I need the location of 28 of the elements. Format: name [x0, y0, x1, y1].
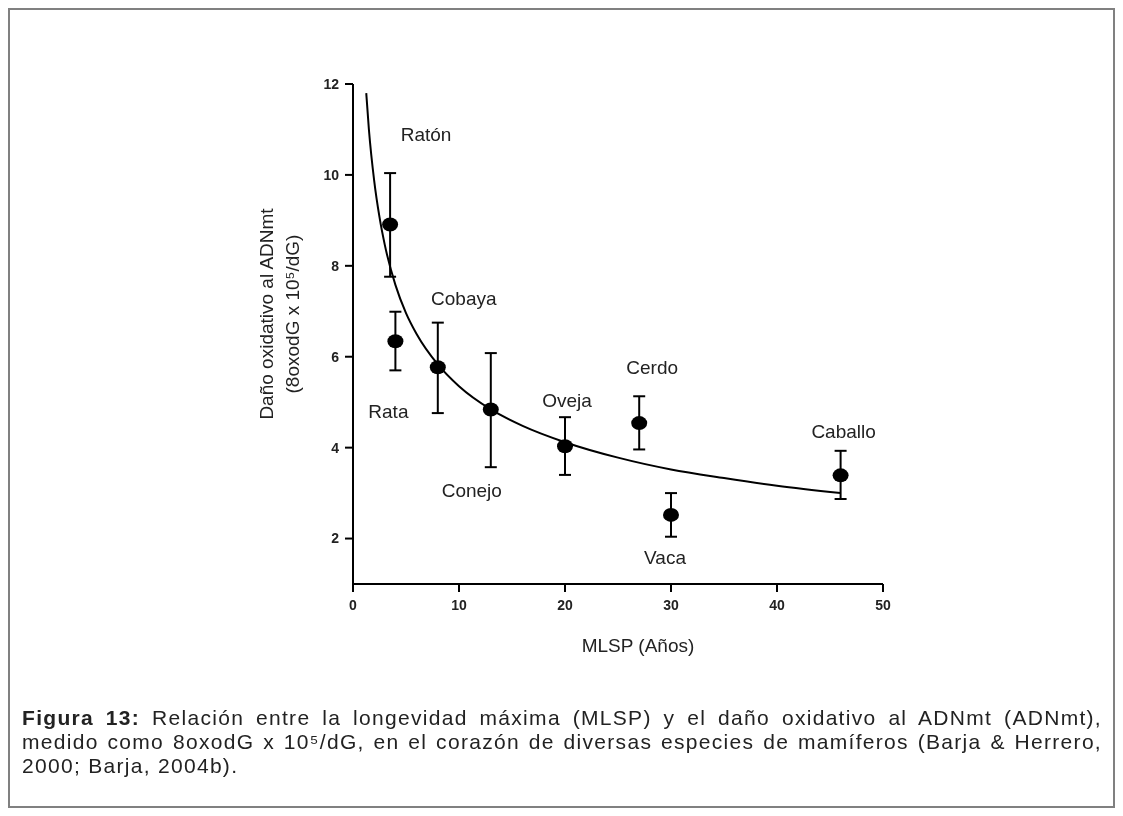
x-axis-title: MLSP (Años)	[581, 635, 695, 656]
annotation: Rata	[368, 400, 409, 422]
y-axis-title: Daño oxidativo al ADNmt (8oxodG x 10⁵/dG)	[256, 207, 303, 420]
annotation: Cobaya	[431, 287, 497, 309]
annotation: Ratón	[400, 124, 452, 146]
x-tick-label: 0	[349, 597, 358, 613]
annotation: Conejo	[441, 480, 502, 502]
y-tick-label: 8	[331, 257, 340, 274]
y-tick-label: 10	[323, 166, 340, 183]
point	[631, 416, 648, 431]
annotation: Cerdo	[626, 356, 679, 378]
y-tick-label: 6	[331, 348, 340, 365]
y-tick-label: 2	[331, 530, 340, 547]
x-tick-label: 20	[557, 597, 573, 613]
x-tick-label: 10	[451, 597, 467, 613]
x-tick-label: 40	[769, 597, 785, 613]
point	[663, 507, 679, 522]
annotation: Oveja	[542, 389, 593, 411]
text: Figura 13: Relación entre la longevidad máxima (MLSP) y el daño oxidativo al ADNmt (ADNmt), medido como 8oxodG x 10⁵/dG, en el corazón de diversas especies de mamíferos (Barja & Herrero, 2000; Barja, 2004b).	[22, 706, 1102, 778]
point	[387, 334, 404, 349]
point	[832, 468, 849, 483]
point	[382, 217, 399, 232]
annotation: Caballo	[811, 421, 876, 443]
x-tick-label: 30	[663, 597, 679, 613]
y-tick-label: 4	[331, 439, 340, 456]
y-tick-label: 12	[323, 75, 340, 92]
x-tick-label: 50	[875, 597, 891, 613]
annotation: Vaca	[644, 546, 687, 568]
